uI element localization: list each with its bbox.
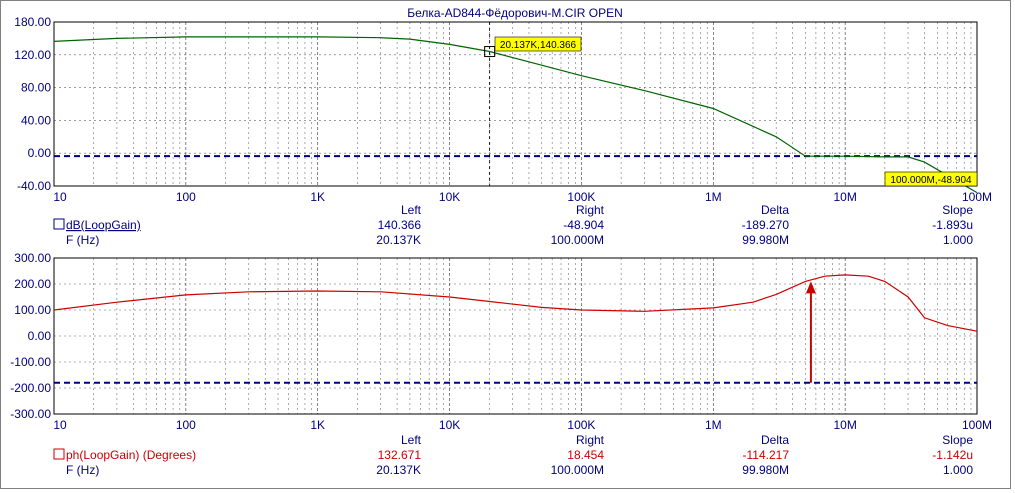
phase-plot-grid — [54, 258, 977, 414]
readout-row-label: F (Hz) — [66, 463, 99, 477]
gain-trace — [53, 36, 978, 194]
x-tick-label: 100 — [176, 190, 196, 204]
gain-y-axis: 180.00 120.00 80.00 40.00 0.00 -40.00 — [14, 15, 51, 193]
y-tick-label: 0.00 — [28, 146, 52, 160]
readout-value: 100.000M — [551, 233, 604, 247]
cursor-label-box — [494, 36, 582, 52]
y-tick-label: 0.00 — [28, 329, 52, 343]
gain-plot-frame — [53, 21, 978, 187]
trace-legend-label: ph(LoopGain) (Degrees) — [66, 448, 196, 462]
cursor-label: 20.137K,140.366 — [500, 40, 577, 51]
x-tick-label: 10M — [833, 418, 856, 432]
x-tick-label: 10 — [53, 190, 67, 204]
trace-legend-label: dB(LoopGain) — [66, 218, 141, 232]
phase-x-axis: 10 100 1K 10K 100K 1M 10M 100M — [53, 418, 992, 432]
x-tick-label: 100K — [567, 190, 595, 204]
trace-legend-box — [53, 218, 65, 230]
y-tick-label: 100.00 — [14, 303, 51, 317]
readout-row-label: F (Hz) — [66, 233, 99, 247]
readout-value: 20.137K — [376, 233, 421, 247]
y-tick-label: -40.00 — [17, 179, 51, 193]
readout-value: 99.980M — [742, 233, 789, 247]
readout-header: Slope — [942, 433, 973, 447]
y-tick-label: 40.00 — [21, 113, 51, 127]
y-tick-label: -300.00 — [10, 407, 51, 421]
y-tick-label: 120.00 — [14, 48, 51, 62]
readout-value: 100.000M — [551, 463, 604, 477]
gain-traces: 20.137K,140.366 100.000M,-48.904 — [53, 22, 978, 194]
readout-value: -189.270 — [742, 218, 790, 232]
readout-header: Delta — [761, 433, 789, 447]
readout-header: Right — [576, 203, 605, 217]
gain-plot-grid — [54, 22, 977, 186]
y-tick-label: 300.00 — [14, 251, 51, 265]
phase-margin-arrow-head — [805, 281, 816, 294]
readout-header: Slope — [942, 203, 973, 217]
y-tick-label: 80.00 — [21, 81, 51, 95]
gain-x-axis: 10 100 1K 10K 100K 1M 10M 100M — [53, 190, 992, 204]
readout-value: 140.366 — [378, 218, 422, 232]
plot-title: Белка-AD844-Фёдорович-M.CIR OPEN — [407, 6, 623, 20]
x-tick-label: 10 — [53, 418, 67, 432]
readout-value: 132.671 — [378, 448, 422, 462]
readout-value: -1.893u — [932, 218, 973, 232]
gain-readout: Left Right Delta Slope dB(LoopGain) 140.366 -4… — [53, 203, 973, 247]
x-tick-label: 1K — [310, 418, 325, 432]
phase-trace — [53, 274, 978, 332]
readout-value: 18.454 — [567, 448, 604, 462]
x-tick-label: 10K — [439, 418, 460, 432]
cursor-label-box — [884, 171, 978, 187]
trace-legend-box — [53, 448, 65, 460]
x-tick-label: 100 — [176, 418, 196, 432]
phase-traces — [53, 274, 978, 384]
x-tick-label: 100M — [962, 418, 992, 432]
x-tick-label: 10M — [833, 190, 856, 204]
readout-value: -48.904 — [563, 218, 604, 232]
readout-value: -114.217 — [743, 448, 790, 462]
readout-value: 1.000 — [943, 463, 973, 477]
readout-value: -1.142u — [932, 448, 973, 462]
y-tick-label: 180.00 — [14, 15, 51, 29]
x-tick-label: 100K — [567, 418, 595, 432]
x-tick-label: 100M — [962, 190, 992, 204]
x-tick-label: 1K — [310, 190, 325, 204]
x-tick-label: 10K — [439, 190, 460, 204]
x-tick-label: 1M — [705, 418, 722, 432]
phase-readout: Left Right Delta Slope ph(LoopGain) (Degrees… — [53, 433, 973, 477]
phase-y-axis: 300.00 200.00 100.00 0.00 -100.00 -200.00 -300… — [10, 251, 51, 421]
y-tick-label: -100.00 — [10, 355, 51, 369]
readout-value: 20.137K — [376, 463, 421, 477]
cursor-marker — [484, 46, 496, 58]
readout-header: Delta — [761, 203, 789, 217]
y-tick-label: 200.00 — [14, 277, 51, 291]
readout-header: Left — [401, 203, 422, 217]
readout-value: 99.980M — [742, 463, 789, 477]
y-tick-label: -200.00 — [10, 381, 51, 395]
cursor-label: 100.000M,-48.904 — [890, 175, 972, 186]
x-tick-label: 1M — [705, 190, 722, 204]
readout-header: Right — [576, 433, 605, 447]
readout-header: Left — [401, 433, 422, 447]
readout-value: 1.000 — [943, 233, 973, 247]
